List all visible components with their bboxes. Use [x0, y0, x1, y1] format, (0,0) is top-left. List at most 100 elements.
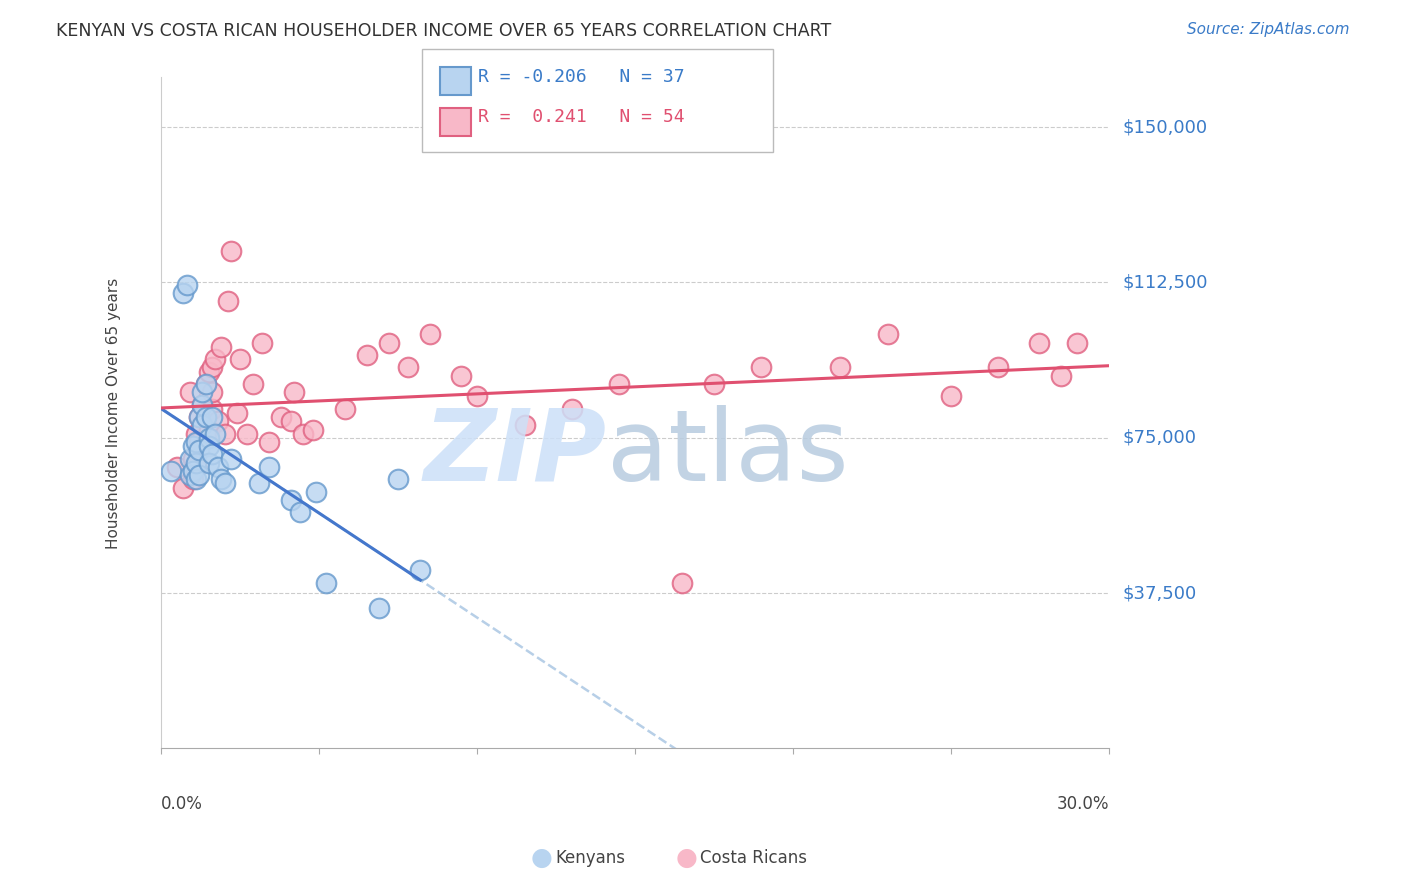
Point — [450, 368, 472, 383]
Point — [191, 398, 214, 412]
Point — [191, 398, 214, 412]
Point — [188, 410, 211, 425]
Point — [191, 418, 214, 433]
Point — [209, 472, 232, 486]
Point — [217, 294, 239, 309]
Point — [513, 418, 536, 433]
Text: Source: ZipAtlas.com: Source: ZipAtlas.com — [1187, 22, 1350, 37]
Point — [280, 492, 302, 507]
Point — [197, 365, 219, 379]
Point — [214, 476, 236, 491]
Point — [176, 277, 198, 292]
Point — [179, 468, 201, 483]
Point — [465, 389, 488, 403]
Point — [229, 352, 252, 367]
Point — [201, 447, 224, 461]
Point — [305, 484, 328, 499]
Point — [247, 476, 270, 491]
Point — [387, 472, 409, 486]
Point — [181, 451, 204, 466]
Point — [204, 352, 226, 367]
Point — [207, 414, 229, 428]
Text: $150,000: $150,000 — [1123, 118, 1208, 136]
Point — [179, 385, 201, 400]
Point — [188, 468, 211, 483]
Point — [1066, 335, 1088, 350]
Point — [377, 335, 399, 350]
Point — [184, 456, 207, 470]
Text: atlas: atlas — [606, 405, 848, 501]
Point — [356, 348, 378, 362]
Point — [188, 443, 211, 458]
Point — [191, 385, 214, 400]
Point — [219, 244, 242, 259]
Point — [184, 472, 207, 486]
Point — [179, 451, 201, 466]
Point — [270, 410, 292, 425]
Point — [194, 376, 217, 391]
Point — [172, 481, 194, 495]
Text: ●: ● — [530, 847, 553, 870]
Point — [197, 439, 219, 453]
Point — [201, 360, 224, 375]
Text: R =  0.241   N = 54: R = 0.241 N = 54 — [478, 108, 685, 126]
Text: ZIP: ZIP — [423, 405, 606, 501]
Point — [181, 472, 204, 486]
Point — [1028, 335, 1050, 350]
Point — [607, 376, 630, 391]
Point — [1050, 368, 1073, 383]
Text: $37,500: $37,500 — [1123, 584, 1197, 602]
Point — [283, 385, 305, 400]
Point — [197, 431, 219, 445]
Point — [333, 401, 356, 416]
Point — [188, 434, 211, 449]
Point — [197, 423, 219, 437]
Point — [252, 335, 274, 350]
Point — [181, 464, 204, 478]
Text: R = -0.206   N = 37: R = -0.206 N = 37 — [478, 68, 685, 86]
Point — [257, 459, 280, 474]
Point — [159, 464, 181, 478]
Point — [214, 426, 236, 441]
Text: ●: ● — [675, 847, 697, 870]
Text: Householder Income Over 65 years: Householder Income Over 65 years — [107, 277, 121, 549]
Point — [561, 401, 583, 416]
Point — [671, 575, 693, 590]
Point — [184, 459, 207, 474]
Point — [201, 401, 224, 416]
Point — [219, 451, 242, 466]
Point — [242, 376, 264, 391]
Point — [166, 459, 188, 474]
Point — [315, 575, 337, 590]
Point — [184, 426, 207, 441]
Text: Kenyans: Kenyans — [555, 849, 626, 867]
Point — [184, 434, 207, 449]
Text: 30.0%: 30.0% — [1056, 796, 1109, 814]
Point — [368, 600, 391, 615]
Text: $112,500: $112,500 — [1123, 274, 1208, 292]
Point — [194, 376, 217, 391]
Point — [197, 456, 219, 470]
Point — [235, 426, 257, 441]
Point — [257, 434, 280, 449]
Point — [194, 410, 217, 425]
Point — [181, 439, 204, 453]
Point — [172, 285, 194, 300]
Point — [226, 406, 249, 420]
Point — [204, 426, 226, 441]
Point — [409, 563, 432, 577]
Point — [209, 340, 232, 354]
Point — [201, 410, 224, 425]
Point — [290, 505, 312, 519]
Point — [703, 376, 725, 391]
Point — [188, 410, 211, 425]
Point — [302, 423, 325, 437]
Point — [987, 360, 1010, 375]
Text: KENYAN VS COSTA RICAN HOUSEHOLDER INCOME OVER 65 YEARS CORRELATION CHART: KENYAN VS COSTA RICAN HOUSEHOLDER INCOME… — [56, 22, 831, 40]
Text: Costa Ricans: Costa Ricans — [700, 849, 807, 867]
Point — [939, 389, 962, 403]
Point — [201, 385, 224, 400]
Text: $75,000: $75,000 — [1123, 429, 1197, 447]
Point — [396, 360, 419, 375]
Point — [191, 418, 214, 433]
